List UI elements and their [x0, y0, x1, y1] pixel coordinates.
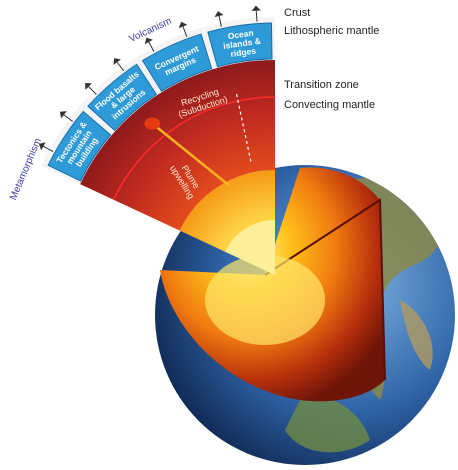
layer-label: Transition zone — [284, 79, 359, 91]
arrow-head — [85, 83, 92, 90]
inner-core-cut — [205, 255, 325, 345]
arrow-head — [113, 58, 121, 65]
arrow-head — [251, 5, 261, 12]
arrow-head — [38, 142, 46, 151]
layer-label: Lithospheric mantle — [284, 25, 379, 37]
plume-head — [144, 117, 161, 130]
process-box — [207, 22, 273, 68]
plume — [151, 122, 231, 187]
box-label: Oceanislands &ridges — [221, 27, 262, 60]
arrow-head — [59, 111, 67, 119]
arrow-head — [214, 11, 224, 17]
transition-line — [112, 96, 276, 201]
margin-label: Metamorphism — [8, 137, 44, 202]
layer-label: Crust — [284, 7, 310, 19]
process-box — [47, 110, 112, 182]
arrow-head — [178, 21, 188, 29]
box-label-line: ridges — [230, 45, 257, 59]
process-box — [141, 33, 213, 92]
layer-label: Convecting mantle — [284, 99, 375, 111]
box-label-line: Ocean — [227, 28, 254, 42]
process-box — [87, 63, 158, 132]
cut-edge — [264, 198, 386, 381]
inner-core — [225, 220, 275, 275]
arrow-head — [144, 37, 153, 45]
